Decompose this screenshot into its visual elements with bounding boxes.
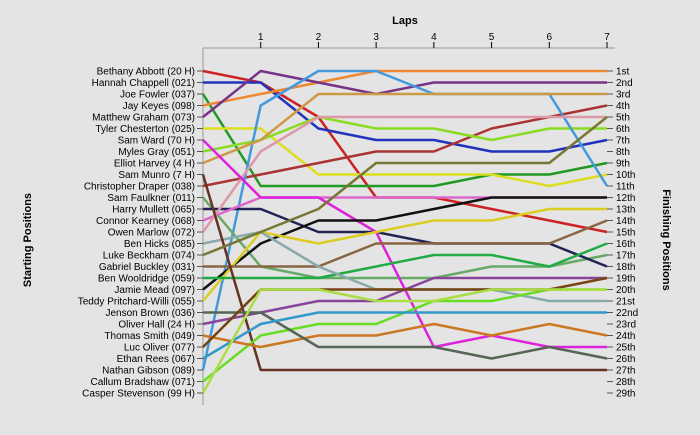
series-line	[202, 207, 607, 302]
finish-position-label: 16th	[616, 239, 635, 250]
finish-position-label: 20th	[616, 285, 635, 296]
series-lines	[201, 69, 609, 394]
finish-position-label: 23rd	[616, 320, 636, 331]
x-tick-label: 7	[604, 32, 610, 43]
finish-position-label: 6th	[616, 124, 630, 135]
finish-position-label: 12th	[616, 193, 635, 204]
y-axis-left-title: Starting Positions	[22, 193, 34, 287]
start-position-label: Jay Keyes (098)	[123, 101, 195, 112]
finish-position-label: 17th	[616, 251, 635, 262]
start-position-label: Harry Mullett (065)	[112, 205, 195, 216]
finish-position-label: 19th	[616, 274, 635, 285]
series-line	[202, 69, 607, 107]
finish-position-label: 8th	[616, 147, 630, 158]
start-position-label: Connor Kearney (068)	[96, 216, 195, 227]
start-position-label: Hannah Chappell (021)	[92, 78, 195, 89]
finish-position-label: 29th	[616, 389, 635, 400]
start-position-label: Gabriel Buckley (031)	[99, 262, 195, 273]
finish-position-label: 25th	[616, 343, 635, 354]
finish-position-label: 7th	[616, 136, 630, 147]
y-axis-right-title: Finishing Positions	[660, 189, 672, 290]
finish-position-label: 5th	[616, 113, 630, 124]
series-line	[202, 115, 607, 153]
series-line	[203, 311, 608, 360]
finish-position-label: 21st	[616, 297, 635, 308]
series-line	[202, 69, 607, 118]
series-line	[202, 104, 608, 188]
finish-position-label: 3rd	[616, 90, 630, 101]
start-position-label: Matthew Graham (073)	[92, 113, 195, 124]
start-position-label: Callum Bradshaw (071)	[91, 377, 196, 388]
start-position-label: Christopher Draper (038)	[84, 182, 195, 193]
finish-position-label: 15th	[616, 228, 635, 239]
start-position-label: Casper Stevenson (99 H)	[82, 389, 195, 400]
start-position-label: Teddy Pritchard-Willi (055)	[78, 297, 195, 308]
start-position-label: Tyler Chesterton (025)	[96, 124, 196, 135]
series-line	[202, 196, 608, 280]
start-position-label: Sam Ward (70 H)	[118, 136, 195, 147]
finish-position-label: 2nd	[616, 78, 633, 89]
finish-position-label: 10th	[616, 170, 635, 181]
series-line	[202, 322, 608, 349]
x-tick-label: 3	[373, 32, 379, 43]
finish-position-label: 26th	[616, 354, 635, 365]
x-tick-label: 1	[258, 32, 264, 43]
start-position-label: Nathan Gibson (089)	[102, 366, 195, 377]
finish-position-label: 11th	[616, 182, 635, 193]
start-position-label: Myles Gray (051)	[118, 147, 195, 158]
start-position-label: Luke Beckham (074)	[103, 251, 195, 262]
series-line	[201, 174, 607, 372]
series-line	[201, 93, 608, 188]
finish-position-label: 13th	[616, 205, 635, 216]
finish-position-label: 27th	[616, 366, 635, 377]
x-tick-label: 6	[547, 32, 553, 43]
start-position-label: Owen Marlow (072)	[108, 228, 195, 239]
x-axis-ticks: 1 2 3 4 5 6 7	[258, 32, 610, 48]
finish-position-label: 4th	[616, 101, 630, 112]
start-position-label: Jamie Mead (097)	[114, 285, 195, 296]
series-line	[201, 115, 607, 233]
series-line	[203, 242, 608, 280]
finish-position-label: 28th	[616, 377, 635, 388]
series-line	[202, 311, 607, 360]
finish-position-label: 14th	[616, 216, 635, 227]
start-position-label: Ethan Rees (067)	[117, 354, 195, 365]
start-position-label: Bethany Abbott (20 H)	[97, 67, 195, 78]
series-line	[202, 92, 607, 165]
starting-position-labels: Bethany Abbott (20 H)Hannah Chappell (02…	[78, 67, 203, 400]
start-position-label: Elliot Harvey (4 H)	[114, 159, 195, 170]
finish-position-label: 24th	[616, 331, 635, 342]
series-line	[202, 196, 607, 291]
start-position-label: Oliver Hall (24 H)	[118, 320, 195, 331]
finish-position-label: 22nd	[616, 308, 638, 319]
start-position-label: Ben Wooldridge (059)	[98, 274, 195, 285]
series-line	[203, 219, 608, 268]
x-tick-label: 2	[316, 32, 322, 43]
series-line	[202, 116, 608, 257]
x-tick-label: 4	[431, 32, 437, 43]
start-position-label: Ben Hicks (085)	[124, 239, 195, 250]
finish-position-label: 18th	[616, 262, 635, 273]
start-position-label: Thomas Smith (049)	[104, 331, 195, 342]
start-position-label: Luc Oliver (077)	[124, 343, 195, 354]
finish-position-label: 1st	[616, 67, 630, 78]
start-position-label: Joe Fowler (037)	[120, 90, 195, 101]
finish-position-label: 9th	[616, 159, 630, 170]
x-tick-label: 5	[489, 32, 495, 43]
start-position-label: Sam Faulkner (011)	[107, 193, 195, 204]
series-line	[203, 81, 608, 153]
series-line	[201, 288, 607, 394]
x-axis-title: Laps	[392, 15, 418, 27]
finishing-position-labels: 1st2nd3rd4th5th6th7th8th9th10th11th12th1…	[607, 67, 638, 400]
start-position-label: Jenson Brown (036)	[106, 308, 196, 319]
start-position-label: Sam Munro (7 H)	[118, 170, 195, 181]
